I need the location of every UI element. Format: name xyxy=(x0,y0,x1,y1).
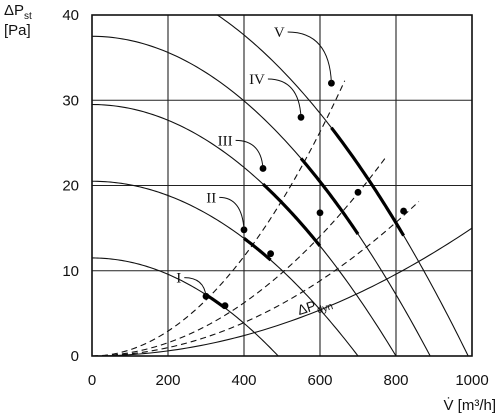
y-tick-label: 40 xyxy=(62,7,79,24)
x-tick-label: 400 xyxy=(231,372,256,389)
operating-range xyxy=(243,237,272,262)
curve-label: V xyxy=(274,25,285,41)
plot-frame xyxy=(91,14,473,357)
operating-point xyxy=(316,209,324,217)
operating-range xyxy=(330,126,405,237)
operating-point xyxy=(221,302,229,310)
leader-line xyxy=(184,277,207,297)
fan-curve xyxy=(92,103,397,356)
system-curves xyxy=(92,80,472,356)
y-tick-label: 10 xyxy=(62,263,79,280)
tick-labels: 0 200 400 600 800 1000 0 10 20 30 40 xyxy=(62,7,488,389)
system-curve xyxy=(92,155,387,356)
system-curve xyxy=(92,227,472,356)
operating-point xyxy=(267,250,274,258)
operating-range xyxy=(299,157,360,235)
leader-line xyxy=(235,139,264,169)
y-tick-label: 0 xyxy=(71,348,79,365)
operating-point xyxy=(259,165,267,172)
operating-ranges xyxy=(202,79,407,310)
curve-label: I xyxy=(176,271,181,287)
leader-line xyxy=(219,196,245,230)
leader-line xyxy=(287,31,332,84)
x-tick-label: 0 xyxy=(88,372,96,389)
y-axis-symbol: ΔP xyxy=(4,2,25,19)
operating-point xyxy=(400,207,407,215)
dyn-label: ΔPdyn xyxy=(295,292,334,321)
fan-curve xyxy=(92,180,359,356)
grid xyxy=(91,14,473,357)
x-axis-label: V̇ [m³/h] xyxy=(443,397,496,414)
fan-curve xyxy=(92,35,431,356)
curve-label: III xyxy=(218,133,233,149)
y-axis-subscript: st xyxy=(24,11,32,22)
operating-point xyxy=(354,188,362,196)
dyn-label-subscript: dyn xyxy=(316,301,335,316)
fan-curve xyxy=(92,257,279,356)
x-tick-label: 600 xyxy=(307,372,332,389)
y-axis-label: ΔPst xyxy=(4,2,32,22)
curve-label: IV xyxy=(249,72,265,88)
x-tick-label: 200 xyxy=(155,372,180,389)
x-tick-label: 800 xyxy=(383,372,408,389)
operating-range xyxy=(261,182,322,247)
operating-point xyxy=(240,226,248,234)
y-tick-label: 30 xyxy=(62,92,79,109)
x-tick-label: 1000 xyxy=(455,372,488,389)
system-curve xyxy=(92,80,346,356)
y-axis-unit: [Pa] xyxy=(4,22,31,39)
y-tick-label: 20 xyxy=(62,178,79,195)
system-curve xyxy=(92,201,420,356)
curve-label: II xyxy=(206,190,216,206)
dyn-label-symbol: ΔP xyxy=(295,297,318,318)
leader-line xyxy=(267,78,302,118)
